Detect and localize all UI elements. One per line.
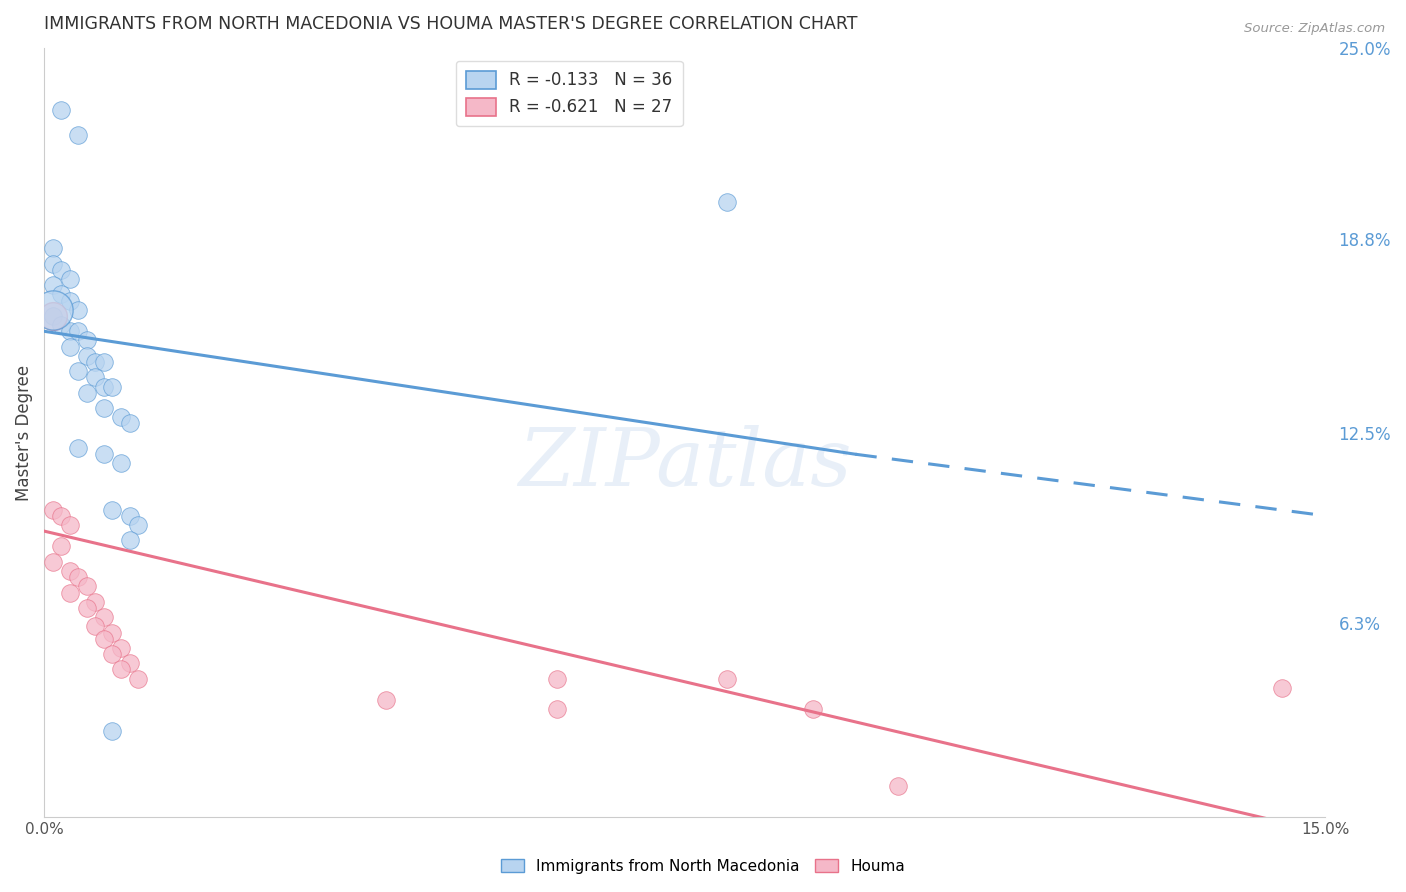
Point xyxy=(93,355,115,369)
Point xyxy=(41,257,63,271)
Point xyxy=(118,417,141,431)
Point xyxy=(41,302,63,317)
Point xyxy=(51,318,73,332)
Point xyxy=(41,241,63,255)
Point xyxy=(76,579,98,593)
Point xyxy=(93,632,115,646)
Point xyxy=(93,447,115,461)
Point xyxy=(84,370,107,384)
Point xyxy=(716,672,738,686)
Point xyxy=(716,195,738,210)
Point xyxy=(76,349,98,363)
Point xyxy=(59,293,82,308)
Point xyxy=(127,672,149,686)
Point xyxy=(67,570,90,584)
Point xyxy=(374,693,396,707)
Point xyxy=(546,702,568,716)
Point xyxy=(84,595,107,609)
Point xyxy=(887,779,910,793)
Point xyxy=(110,662,132,676)
Point xyxy=(51,262,73,277)
Point xyxy=(118,508,141,523)
Point xyxy=(110,457,132,471)
Point xyxy=(67,441,90,455)
Point xyxy=(41,278,63,293)
Point xyxy=(110,410,132,425)
Point xyxy=(118,533,141,548)
Point xyxy=(546,672,568,686)
Point xyxy=(101,502,124,516)
Point xyxy=(59,272,82,286)
Y-axis label: Master's Degree: Master's Degree xyxy=(15,365,32,500)
Legend: R = -0.133   N = 36, R = -0.621   N = 27: R = -0.133 N = 36, R = -0.621 N = 27 xyxy=(456,61,683,127)
Point xyxy=(101,647,124,661)
Point xyxy=(59,585,82,599)
Point xyxy=(110,640,132,655)
Point xyxy=(93,379,115,393)
Point xyxy=(67,302,90,317)
Point xyxy=(93,401,115,416)
Point xyxy=(801,702,824,716)
Legend: Immigrants from North Macedonia, Houma: Immigrants from North Macedonia, Houma xyxy=(495,853,911,880)
Point xyxy=(41,555,63,569)
Point xyxy=(51,103,73,117)
Point xyxy=(76,385,98,400)
Point xyxy=(67,324,90,338)
Point xyxy=(59,518,82,533)
Point xyxy=(41,502,63,516)
Point xyxy=(127,518,149,533)
Point xyxy=(1271,681,1294,695)
Point xyxy=(118,657,141,671)
Point xyxy=(76,334,98,348)
Text: ZIPatlas: ZIPatlas xyxy=(517,425,852,502)
Point xyxy=(59,564,82,578)
Point xyxy=(41,309,63,323)
Text: IMMIGRANTS FROM NORTH MACEDONIA VS HOUMA MASTER'S DEGREE CORRELATION CHART: IMMIGRANTS FROM NORTH MACEDONIA VS HOUMA… xyxy=(44,15,858,33)
Point xyxy=(84,619,107,633)
Point xyxy=(93,610,115,624)
Point xyxy=(76,601,98,615)
Point xyxy=(67,364,90,378)
Point xyxy=(101,625,124,640)
Point xyxy=(101,379,124,393)
Point xyxy=(51,508,73,523)
Point xyxy=(59,340,82,354)
Point xyxy=(51,287,73,301)
Point xyxy=(59,324,82,338)
Point xyxy=(51,540,73,554)
Point xyxy=(101,723,124,738)
Text: Source: ZipAtlas.com: Source: ZipAtlas.com xyxy=(1244,22,1385,36)
Point xyxy=(67,128,90,142)
Point xyxy=(41,309,63,323)
Point xyxy=(84,355,107,369)
